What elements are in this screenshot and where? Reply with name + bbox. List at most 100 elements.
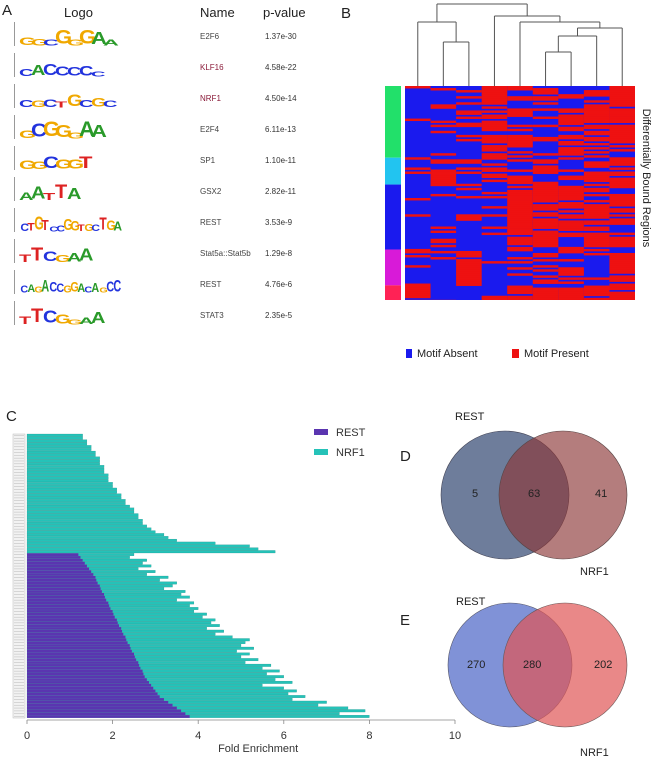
heatmap-cell-present <box>532 138 559 142</box>
heatmap-cell-present <box>558 120 584 124</box>
bar-rest <box>27 621 118 625</box>
motif-pvalue: 1.37e-30 <box>265 32 297 41</box>
heatmap-cell-present <box>583 138 610 142</box>
motif-logo-sequence: TTCGAA <box>19 244 94 264</box>
bar-rest <box>27 618 117 622</box>
motif-name: SP1 <box>200 156 216 165</box>
heatmap-cell-present <box>481 153 508 156</box>
heatmap-cell-present <box>532 193 559 197</box>
heatmap-cell-present <box>507 128 533 132</box>
heatmap-cell-present <box>532 159 559 162</box>
heatmap-cell-present <box>609 171 635 174</box>
heatmap-cell-present <box>609 136 635 140</box>
heatmap-cell-present <box>507 195 533 199</box>
venn-d <box>440 430 628 560</box>
heatmap-cell-present <box>609 287 635 291</box>
heatmap-cell-present <box>532 252 559 256</box>
panel-label-b: B <box>341 5 352 22</box>
heatmap-cell-present <box>481 100 508 103</box>
heatmap-cell-present <box>609 96 635 99</box>
pvalue-header: p-value <box>263 5 306 20</box>
heatmap-cell-present <box>481 92 508 95</box>
heatmap-cell-present <box>609 104 635 107</box>
heatmap-cell-present <box>583 104 610 107</box>
heatmap-cell-present <box>532 232 559 236</box>
heatmap-cell-present <box>481 155 508 158</box>
motif-base-letter: G <box>34 213 45 233</box>
motif-logo-sequence: GGCGGGAA <box>19 25 119 47</box>
motif-base-letter: C <box>43 37 59 47</box>
heatmap-cell-present <box>481 169 508 172</box>
bar-nrf1-only <box>26 504 130 508</box>
motif-logo: CGCTGCGC <box>14 82 126 109</box>
legend-swatch <box>314 449 328 455</box>
heatmap-cell-present <box>609 265 635 268</box>
logo-axis <box>14 84 17 108</box>
logo-axis <box>14 22 17 46</box>
bar-nrf1-only <box>26 453 96 457</box>
motif-logo-sequence: CAGACCGGACAGCC <box>19 276 121 295</box>
heatmap-cell-present <box>583 165 610 168</box>
heatmap-cell-present <box>558 202 584 205</box>
heatmap-cell-present <box>532 90 559 93</box>
motif-base-letter: G <box>55 157 73 171</box>
heatmap-cell-present <box>481 195 508 199</box>
heatmap-cell-present <box>507 228 533 231</box>
motif-base-letter: A <box>67 185 82 202</box>
heatmap-cell-present <box>609 179 635 183</box>
heatmap-cell-present <box>558 175 584 179</box>
heatmap-cell-present <box>609 259 635 262</box>
heatmap-cell-present <box>583 90 610 93</box>
bar-rest <box>27 658 137 662</box>
heatmap-cell-present <box>507 159 533 162</box>
heatmap-cell-present <box>481 157 508 160</box>
heatmap-cell-present <box>430 171 457 174</box>
heatmap-cell-present <box>583 242 610 246</box>
motif-base-letter: T <box>27 221 35 233</box>
heatmap-cell-present <box>583 208 610 211</box>
heatmap-cell-present <box>532 289 559 293</box>
venn-e-left-only: 270 <box>467 659 486 671</box>
venn-e-overlap: 280 <box>523 659 542 671</box>
motif-base-letter: G <box>55 25 73 47</box>
motif-base-letter: A <box>113 219 122 233</box>
heatmap-cell-present <box>532 136 559 140</box>
heatmap-cell-present <box>583 234 610 238</box>
bar-rest <box>27 712 186 716</box>
heatmap-cell-present <box>583 112 610 115</box>
heatmap-cell-present <box>481 214 508 217</box>
bar-nrf1-only <box>26 490 117 494</box>
motif-base-letter: C <box>79 98 94 109</box>
heatmap-cell-present <box>507 151 533 154</box>
name-header: Name <box>200 5 235 20</box>
motif-pvalue: 1.29e-8 <box>265 249 293 258</box>
heatmap-cell-present <box>456 263 482 266</box>
motif-base-letter: G <box>67 318 83 326</box>
heatmap-cell-present <box>583 238 610 242</box>
heatmap-cell-present <box>609 242 635 246</box>
heatmap-cell-present <box>507 224 533 227</box>
motif-base-letter: A <box>79 245 94 264</box>
heatmap-cell-present <box>405 255 431 258</box>
bar-rest <box>27 629 123 633</box>
motif-base-letter: C <box>19 67 34 78</box>
heatmap-cell-present <box>456 273 482 276</box>
heatmap-cell-present <box>558 96 584 99</box>
bar-nrf1-only <box>26 485 113 488</box>
heatmap-cell-present <box>609 210 635 213</box>
motif-base-letter: G <box>63 216 73 233</box>
heatmap-cell-present <box>532 234 559 238</box>
heatmap-cell-present <box>481 128 508 132</box>
bar-nrf1-only <box>26 467 105 471</box>
heatmap-cell-present <box>609 295 635 299</box>
heatmap-cell-present <box>481 136 508 140</box>
bar-nrf1-only <box>26 476 109 480</box>
heatmap-cell-present <box>456 265 482 268</box>
bar-nrf1-only <box>26 530 156 534</box>
heatmap-cell-present <box>481 116 508 119</box>
logo-axis <box>14 177 17 201</box>
heatmap-cell-present <box>481 206 508 209</box>
bar-rest <box>27 553 79 556</box>
motif-base-letter: G <box>106 218 116 233</box>
heatmap-cell-present <box>558 228 584 231</box>
